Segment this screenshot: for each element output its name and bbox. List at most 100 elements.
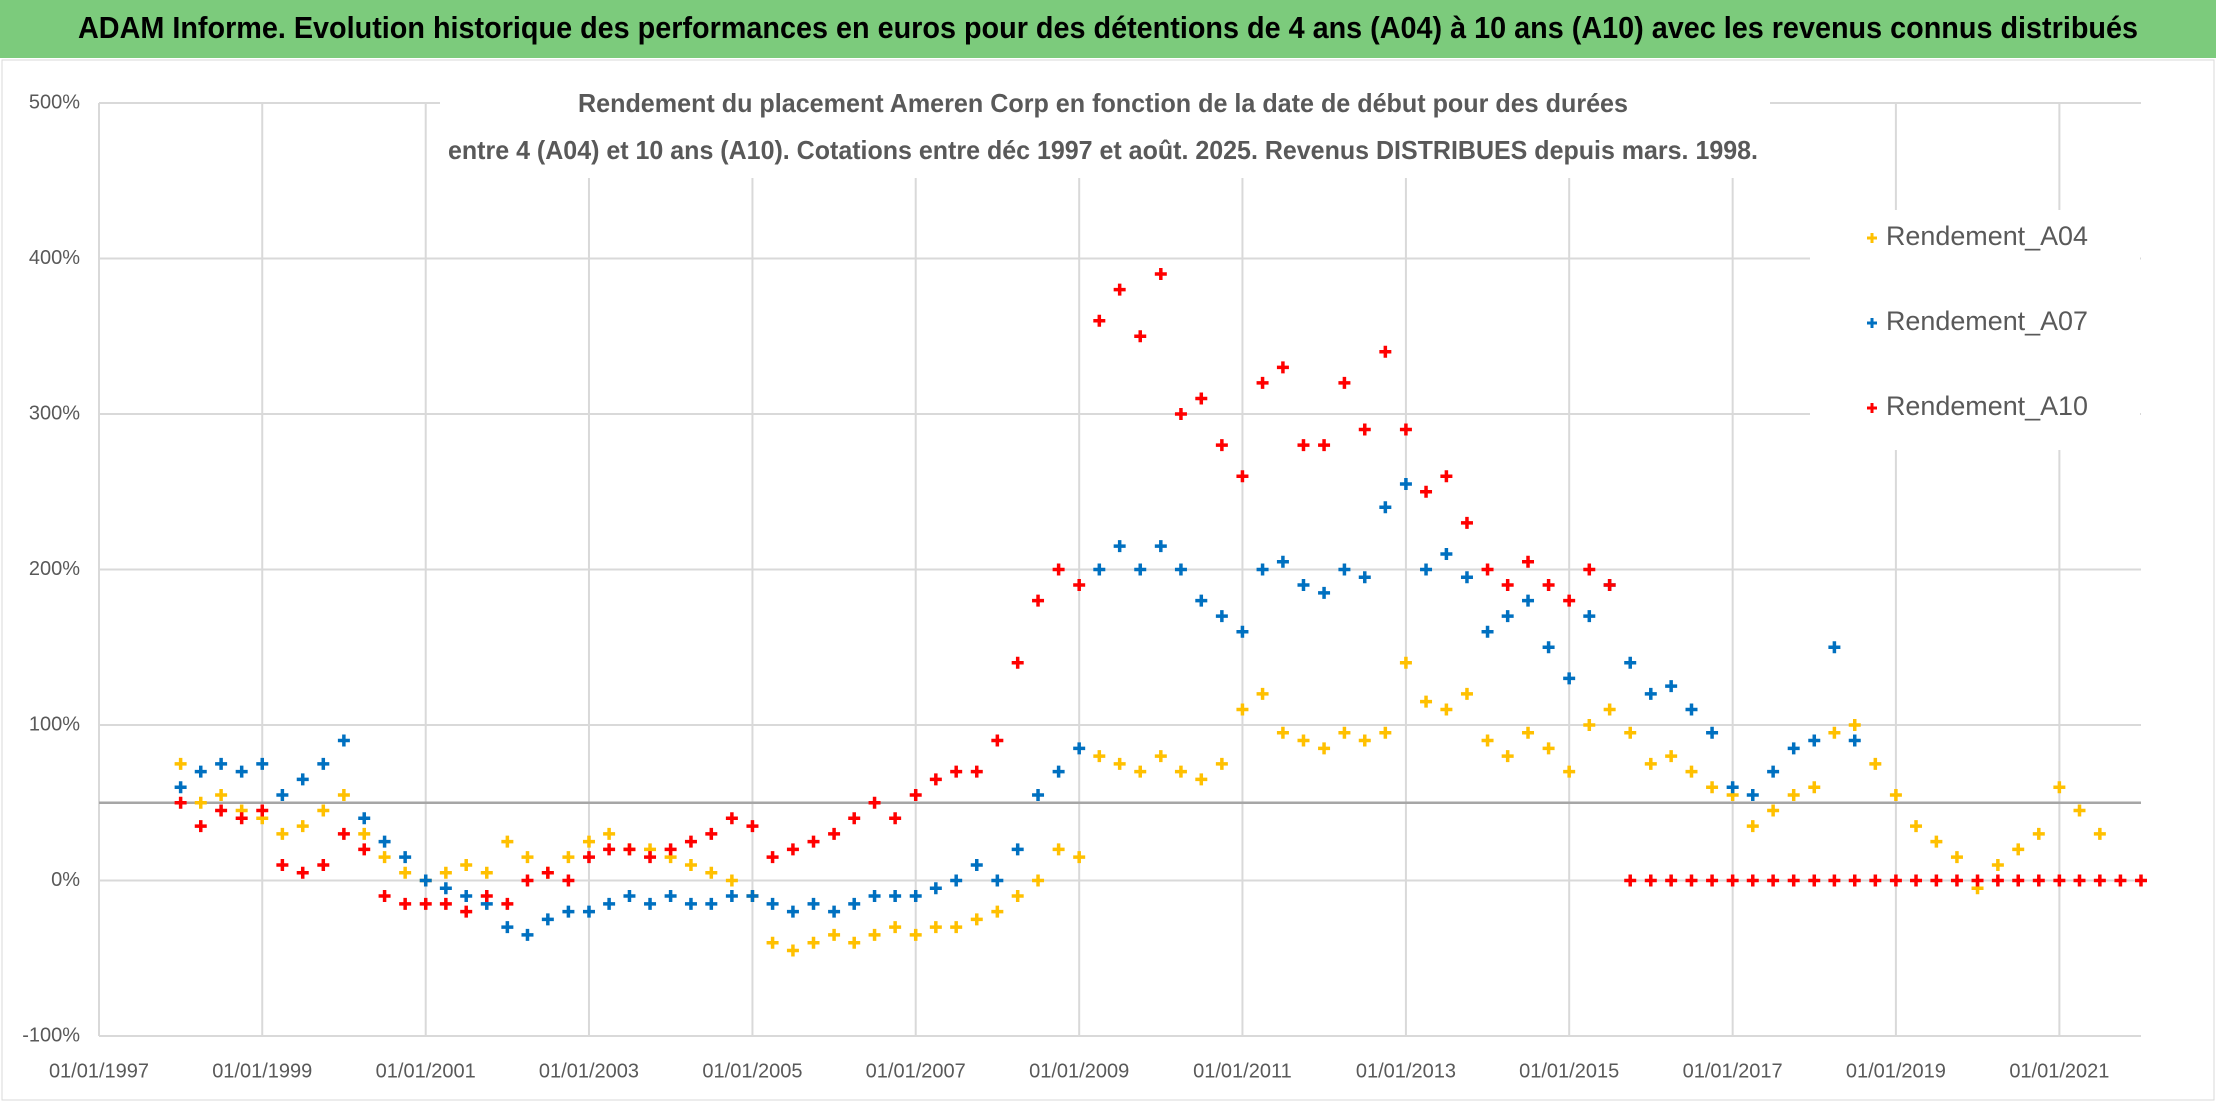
- data-point: [337, 827, 350, 840]
- data-point: [1501, 750, 1514, 763]
- data-point: [889, 812, 902, 825]
- data-point: [868, 928, 881, 941]
- data-point: [296, 866, 309, 879]
- data-point: [1869, 757, 1882, 770]
- data-point: [521, 874, 534, 887]
- data-point: [1746, 874, 1759, 887]
- x-tick-label: 01/01/1999: [212, 1060, 312, 1082]
- data-point: [1460, 571, 1473, 584]
- data-point: [1501, 610, 1514, 623]
- data-point: [1440, 470, 1453, 483]
- data-point: [1113, 283, 1126, 296]
- data-point: [439, 866, 452, 879]
- data-point: [2012, 874, 2025, 887]
- data-point: [2114, 874, 2127, 887]
- data-point: [1093, 314, 1106, 327]
- data-point: [1073, 742, 1086, 755]
- data-point: [889, 921, 902, 934]
- legend-marker: [1867, 233, 1877, 243]
- data-point: [909, 788, 922, 801]
- data-point: [1808, 734, 1821, 747]
- data-point: [705, 897, 718, 910]
- data-point: [848, 897, 861, 910]
- data-point: [868, 796, 881, 809]
- data-point: [1174, 408, 1187, 420]
- data-point: [725, 890, 738, 903]
- data-point: [276, 858, 289, 871]
- data-point: [725, 874, 738, 887]
- data-point: [337, 734, 350, 747]
- data-point: [1338, 726, 1351, 739]
- data-point: [1522, 594, 1535, 607]
- data-point: [991, 905, 1004, 918]
- data-point: [1950, 851, 1963, 864]
- data-point: [1174, 563, 1187, 576]
- data-point: [603, 827, 616, 840]
- data-point: [1542, 742, 1555, 755]
- data-point: [1910, 874, 1923, 887]
- data-point: [2053, 874, 2066, 887]
- data-point: [1848, 734, 1861, 747]
- data-point: [848, 936, 861, 949]
- data-point: [1420, 695, 1433, 708]
- y-tick-label: 500%: [29, 91, 80, 113]
- data-point: [1563, 672, 1576, 685]
- data-point: [1399, 656, 1412, 669]
- data-point: [644, 897, 657, 910]
- data-point: [2053, 781, 2066, 794]
- data-point: [1787, 742, 1800, 755]
- data-point: [1522, 555, 1535, 568]
- data-point: [337, 788, 350, 801]
- data-point: [950, 874, 963, 887]
- data-point: [1420, 563, 1433, 576]
- data-point: [929, 921, 942, 934]
- data-point: [1154, 750, 1167, 763]
- data-point: [1297, 439, 1310, 452]
- data-point: [562, 905, 575, 918]
- data-point: [1848, 719, 1861, 731]
- data-point: [1583, 719, 1596, 731]
- data-point: [1276, 726, 1289, 739]
- data-point: [1440, 703, 1453, 716]
- data-point: [1583, 563, 1596, 576]
- data-point: [828, 905, 841, 918]
- data-point: [1318, 586, 1331, 599]
- data-point: [828, 928, 841, 941]
- data-point: [174, 796, 187, 809]
- data-point: [684, 835, 697, 848]
- data-point: [1379, 345, 1392, 358]
- data-point: [1297, 734, 1310, 747]
- data-point: [399, 897, 412, 910]
- data-point: [501, 835, 514, 848]
- data-point: [1624, 726, 1637, 739]
- data-point: [501, 897, 514, 910]
- data-point: [1522, 726, 1535, 739]
- data-point: [1808, 874, 1821, 887]
- data-point: [215, 788, 228, 801]
- data-point: [1848, 874, 1861, 887]
- data-point: [1236, 470, 1249, 483]
- data-point: [1073, 851, 1086, 864]
- data-point: [1889, 788, 1902, 801]
- data-point: [1665, 750, 1678, 763]
- data-point: [991, 734, 1004, 747]
- data-point: [623, 843, 636, 856]
- data-point: [623, 890, 636, 903]
- data-point: [317, 804, 330, 817]
- data-point: [1869, 874, 1882, 887]
- data-point: [1236, 625, 1249, 638]
- data-point: [1154, 540, 1167, 553]
- data-point: [1318, 742, 1331, 755]
- data-point: [2093, 827, 2106, 840]
- data-point: [1113, 540, 1126, 553]
- data-point: [1399, 477, 1412, 490]
- header-bar: [0, 0, 2216, 58]
- data-point: [419, 874, 432, 887]
- data-point: [480, 890, 493, 903]
- data-point: [296, 773, 309, 786]
- data-point: [766, 897, 779, 910]
- data-point: [1011, 890, 1024, 903]
- data-point: [1828, 874, 1841, 887]
- data-point: [1215, 757, 1228, 770]
